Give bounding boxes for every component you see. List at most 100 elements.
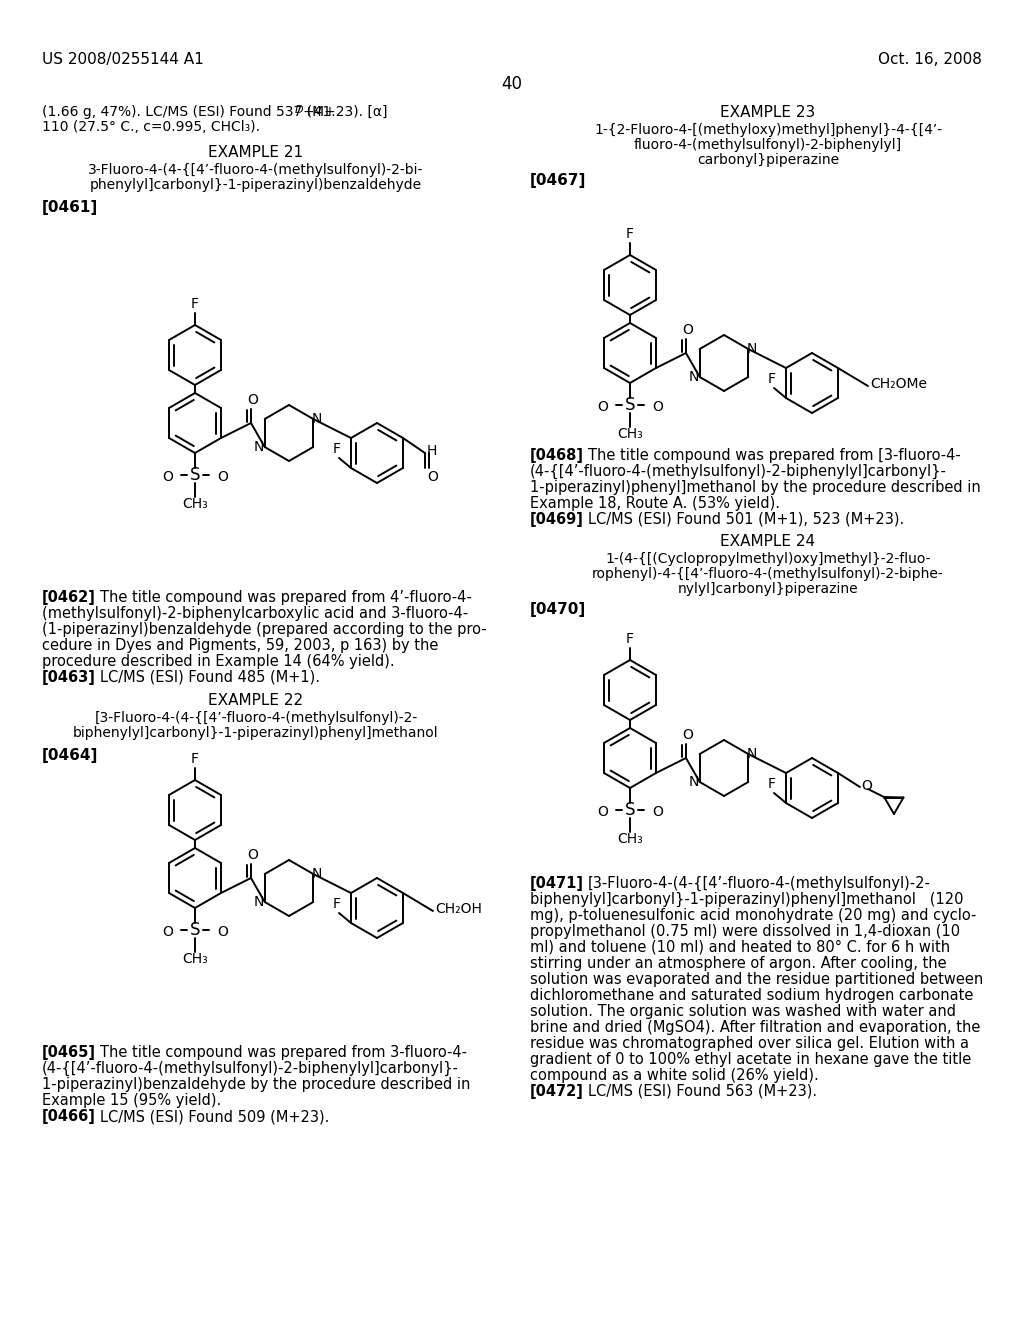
- Text: [0465]: [0465]: [42, 1045, 96, 1060]
- Text: CH₃: CH₃: [617, 426, 643, 441]
- Text: F: F: [191, 752, 199, 766]
- Text: O: O: [652, 400, 663, 414]
- Text: O: O: [248, 393, 258, 407]
- Text: 1-(4-{[(Cyclopropylmethyl)oxy]methyl}-2-fluo-: 1-(4-{[(Cyclopropylmethyl)oxy]methyl}-2-…: [605, 552, 931, 566]
- Text: phenylyl]carbonyl}-1-piperazinyl)benzaldehyde: phenylyl]carbonyl}-1-piperazinyl)benzald…: [90, 178, 422, 191]
- Text: LC/MS (ESI) Found 485 (M+1).: LC/MS (ESI) Found 485 (M+1).: [100, 671, 319, 685]
- Text: 3-Fluoro-4-(4-{[4’-fluoro-4-(methylsulfonyl)-2-bi-: 3-Fluoro-4-(4-{[4’-fluoro-4-(methylsulfo…: [88, 162, 424, 177]
- Text: N: N: [312, 867, 323, 880]
- Text: US 2008/0255144 A1: US 2008/0255144 A1: [42, 51, 204, 67]
- Text: O: O: [217, 925, 228, 939]
- Text: stirring under an atmosphere of argon. After cooling, the: stirring under an atmosphere of argon. A…: [530, 956, 946, 972]
- Text: S: S: [625, 396, 635, 414]
- Text: EXAMPLE 22: EXAMPLE 22: [209, 693, 303, 708]
- Text: N: N: [254, 895, 264, 909]
- Text: [0462]: [0462]: [42, 590, 96, 605]
- Text: The title compound was prepared from [3-fluoro-4-: The title compound was prepared from [3-…: [588, 447, 961, 463]
- Text: [0467]: [0467]: [530, 173, 587, 187]
- Text: EXAMPLE 24: EXAMPLE 24: [721, 535, 815, 549]
- Text: EXAMPLE 23: EXAMPLE 23: [720, 106, 816, 120]
- Text: O: O: [652, 805, 663, 818]
- Text: fluoro-4-(methylsulfonyl)-2-biphenylyl]: fluoro-4-(methylsulfonyl)-2-biphenylyl]: [634, 139, 902, 152]
- Text: F: F: [626, 227, 634, 242]
- Text: [0470]: [0470]: [530, 602, 587, 616]
- Text: [0469]: [0469]: [530, 512, 584, 527]
- Text: CH₃: CH₃: [617, 832, 643, 846]
- Text: 1-{2-Fluoro-4-[(methyloxy)methyl]phenyl}-4-{[4’-: 1-{2-Fluoro-4-[(methyloxy)methyl]phenyl}…: [594, 123, 942, 137]
- Text: S: S: [625, 801, 635, 818]
- Text: 110 (27.5° C., c=0.995, CHCl₃).: 110 (27.5° C., c=0.995, CHCl₃).: [42, 120, 260, 135]
- Text: ml) and toluene (10 ml) and heated to 80° C. for 6 h with: ml) and toluene (10 ml) and heated to 80…: [530, 940, 950, 954]
- Text: S: S: [189, 921, 201, 939]
- Text: 1-piperazinyl)phenyl]methanol by the procedure described in: 1-piperazinyl)phenyl]methanol by the pro…: [530, 480, 981, 495]
- Text: [0468]: [0468]: [530, 447, 584, 463]
- Text: compound as a white solid (26% yield).: compound as a white solid (26% yield).: [530, 1068, 819, 1082]
- Text: [0466]: [0466]: [42, 1109, 96, 1125]
- Text: O: O: [597, 805, 608, 818]
- Text: F: F: [626, 632, 634, 645]
- Text: F: F: [333, 898, 341, 911]
- Text: LC/MS (ESI) Found 501 (M+1), 523 (M+23).: LC/MS (ESI) Found 501 (M+1), 523 (M+23).: [588, 512, 904, 527]
- Text: N: N: [254, 440, 264, 454]
- Text: Example 18, Route A. (53% yield).: Example 18, Route A. (53% yield).: [530, 496, 780, 511]
- Text: O: O: [162, 470, 173, 484]
- Text: N: N: [748, 342, 758, 356]
- Text: O: O: [683, 729, 693, 742]
- Text: F: F: [768, 372, 776, 385]
- Text: O: O: [683, 323, 693, 337]
- Text: CH₃: CH₃: [182, 498, 208, 511]
- Text: Example 15 (95% yield).: Example 15 (95% yield).: [42, 1093, 221, 1107]
- Text: O: O: [861, 779, 871, 793]
- Text: 40: 40: [502, 75, 522, 92]
- Text: D: D: [295, 106, 304, 115]
- Text: cedure in Dyes and Pigments, 59, 2003, p 163) by the: cedure in Dyes and Pigments, 59, 2003, p…: [42, 638, 438, 653]
- Text: [0471]: [0471]: [530, 876, 584, 891]
- Text: EXAMPLE 21: EXAMPLE 21: [209, 145, 303, 160]
- Text: S: S: [189, 466, 201, 484]
- Text: The title compound was prepared from 4’-fluoro-4-: The title compound was prepared from 4’-…: [100, 590, 472, 605]
- Text: F: F: [191, 297, 199, 312]
- Text: O: O: [248, 847, 258, 862]
- Text: nylyl]carbonyl}piperazine: nylyl]carbonyl}piperazine: [678, 582, 858, 597]
- Text: O: O: [162, 925, 173, 939]
- Text: (4-{[4’-fluoro-4-(methylsulfonyl)-2-biphenylyl]carbonyl}-: (4-{[4’-fluoro-4-(methylsulfonyl)-2-biph…: [530, 465, 947, 479]
- Text: O: O: [427, 470, 438, 484]
- Text: (1-piperazinyl)benzaldehyde (prepared according to the pro-: (1-piperazinyl)benzaldehyde (prepared ac…: [42, 622, 486, 638]
- Text: CH₃: CH₃: [182, 952, 208, 966]
- Text: CH₂OH: CH₂OH: [435, 902, 482, 916]
- Text: gradient of 0 to 100% ethyl acetate in hexane gave the title: gradient of 0 to 100% ethyl acetate in h…: [530, 1052, 971, 1067]
- Text: solution. The organic solution was washed with water and: solution. The organic solution was washe…: [530, 1005, 956, 1019]
- Text: O: O: [597, 400, 608, 414]
- Text: (methylsulfonyl)-2-biphenylcarboxylic acid and 3-fluoro-4-: (methylsulfonyl)-2-biphenylcarboxylic ac…: [42, 606, 468, 620]
- Text: dichloromethane and saturated sodium hydrogen carbonate: dichloromethane and saturated sodium hyd…: [530, 987, 974, 1003]
- Text: biphenylyl]carbonyl}-1-piperazinyl)phenyl]methanol   (120: biphenylyl]carbonyl}-1-piperazinyl)pheny…: [530, 892, 964, 907]
- Text: H: H: [427, 444, 437, 458]
- Text: N: N: [688, 370, 699, 384]
- Text: procedure described in Example 14 (64% yield).: procedure described in Example 14 (64% y…: [42, 653, 394, 669]
- Text: [0472]: [0472]: [530, 1084, 584, 1100]
- Text: [3-Fluoro-4-(4-{[4’-fluoro-4-(methylsulfonyl)-2-: [3-Fluoro-4-(4-{[4’-fluoro-4-(methylsulf…: [94, 711, 418, 725]
- Text: carbonyl}piperazine: carbonyl}piperazine: [697, 153, 839, 168]
- Text: F: F: [768, 777, 776, 791]
- Text: [3-Fluoro-4-(4-{[4’-fluoro-4-(methylsulfonyl)-2-: [3-Fluoro-4-(4-{[4’-fluoro-4-(methylsulf…: [588, 876, 931, 891]
- Text: F: F: [333, 442, 341, 455]
- Text: [0461]: [0461]: [42, 201, 98, 215]
- Text: O: O: [217, 470, 228, 484]
- Text: residue was chromatographed over silica gel. Elution with a: residue was chromatographed over silica …: [530, 1036, 969, 1051]
- Text: [0463]: [0463]: [42, 671, 96, 685]
- Text: Oct. 16, 2008: Oct. 16, 2008: [879, 51, 982, 67]
- Text: The title compound was prepared from 3-fluoro-4-: The title compound was prepared from 3-f…: [100, 1045, 467, 1060]
- Text: 1-piperazinyl)benzaldehyde by the procedure described in: 1-piperazinyl)benzaldehyde by the proced…: [42, 1077, 470, 1092]
- Text: LC/MS (ESI) Found 563 (M+23).: LC/MS (ESI) Found 563 (M+23).: [588, 1084, 817, 1100]
- Text: N: N: [312, 412, 323, 426]
- Text: (4-{[4’-fluoro-4-(methylsulfonyl)-2-biphenylyl]carbonyl}-: (4-{[4’-fluoro-4-(methylsulfonyl)-2-biph…: [42, 1061, 459, 1076]
- Text: LC/MS (ESI) Found 509 (M+23).: LC/MS (ESI) Found 509 (M+23).: [100, 1109, 330, 1125]
- Text: N: N: [748, 747, 758, 762]
- Text: N: N: [688, 775, 699, 789]
- Text: rophenyl)-4-{[4’-fluoro-4-(methylsulfonyl)-2-biphe-: rophenyl)-4-{[4’-fluoro-4-(methylsulfony…: [592, 568, 944, 581]
- Text: +41.: +41.: [302, 106, 336, 119]
- Text: (1.66 g, 47%). LC/MS (ESI) Found 537 (M+23). [α]: (1.66 g, 47%). LC/MS (ESI) Found 537 (M+…: [42, 106, 387, 119]
- Text: solution was evaporated and the residue partitioned between: solution was evaporated and the residue …: [530, 972, 983, 987]
- Text: [0464]: [0464]: [42, 748, 98, 763]
- Text: brine and dried (MgSO4). After filtration and evaporation, the: brine and dried (MgSO4). After filtratio…: [530, 1020, 980, 1035]
